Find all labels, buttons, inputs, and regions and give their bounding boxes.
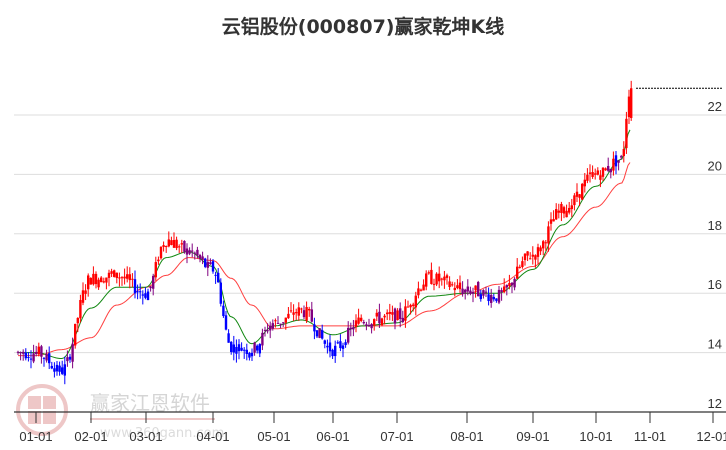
- y-tick-label: 22: [708, 99, 722, 114]
- y-tick-label: 16: [708, 277, 722, 292]
- x-tick-label: 07-01: [380, 429, 413, 444]
- candlesticks: [16, 80, 633, 385]
- x-tick-label: 11-01: [634, 429, 666, 444]
- watermark-brand: 赢家江恩软件: [90, 391, 210, 415]
- watermark: 赢家江恩软件 www.360gann.com: [16, 384, 224, 441]
- ma-short-line: [18, 129, 631, 359]
- watermark-url: www.360gann.com: [100, 426, 224, 441]
- x-tick-label: 09-01: [516, 429, 549, 444]
- gridlines: [14, 114, 726, 354]
- x-tick-label: 06-01: [316, 429, 349, 444]
- x-tick-label: 01-01: [19, 429, 52, 444]
- x-tick-label: 02-01: [74, 429, 107, 444]
- ma-long-line: [18, 162, 631, 357]
- y-tick-label: 14: [708, 337, 722, 352]
- chart-title: 云铝股份(000807)赢家乾坤K线: [221, 16, 505, 38]
- x-tick-label: 10-01: [579, 429, 612, 444]
- x-tick-label: 08-01: [450, 429, 483, 444]
- x-tick-label: 05-01: [257, 429, 290, 444]
- y-tick-label: 18: [708, 218, 722, 233]
- x-tick-label: 04-01: [196, 429, 229, 444]
- y-axis-ticks: 12 14 16 18 20 22: [708, 99, 722, 411]
- y-tick-label: 12: [708, 396, 722, 411]
- watermark-seal-icon: [16, 384, 68, 436]
- x-axis-ticks: 01-01 02-01 03-01 04-01 05-01 06-01 07-01 08-01…: [19, 412, 726, 444]
- y-tick-label: 20: [708, 158, 722, 173]
- x-tick-label: 12-01: [696, 429, 726, 444]
- x-tick-label: 03-01: [129, 429, 162, 444]
